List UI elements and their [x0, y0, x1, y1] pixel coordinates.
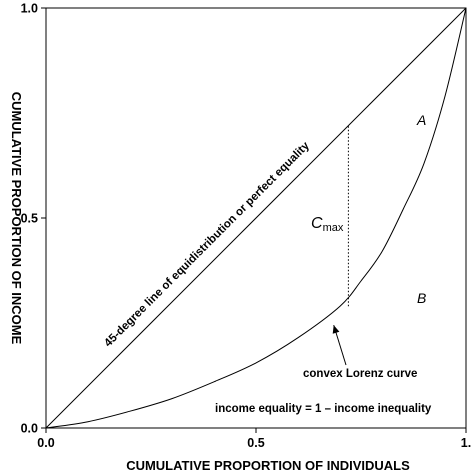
equality-line [45, 7, 467, 429]
y-tick-label: 1.0 [21, 2, 38, 16]
axis-ticks: 0.00.0 0.5 0.5 1. 1.0 [21, 2, 472, 451]
lorenz-curve-label: convex Lorenz curve [303, 368, 417, 380]
y-axis-title: CUMULATIVE PROPORTION OF INCOME [9, 92, 24, 345]
income-identity-label: income equality = 1 – income inequality [215, 403, 432, 415]
lorenz-arrow-head [332, 325, 340, 334]
cmax-main: C [311, 215, 323, 232]
region-a-label: A [416, 112, 426, 128]
y-tick-label: 0.0 [21, 422, 38, 436]
cmax-subscript: max [323, 222, 344, 234]
x-axis-title: CUMULATIVE PROPORTION OF INDIVIDUALS [126, 458, 410, 473]
y-tick-label: 0.5 [21, 212, 38, 226]
equality-line-label: 45-degree line of equidistribution or pe… [102, 139, 312, 349]
x-tick-label: 0.5 [247, 436, 264, 450]
x-tick-label: 1. [461, 436, 471, 450]
cmax-label: Cmax [311, 215, 344, 234]
region-b-label: B [417, 290, 426, 306]
x-tick-label: 0.0 [37, 436, 54, 450]
lorenz-curve [45, 7, 467, 429]
